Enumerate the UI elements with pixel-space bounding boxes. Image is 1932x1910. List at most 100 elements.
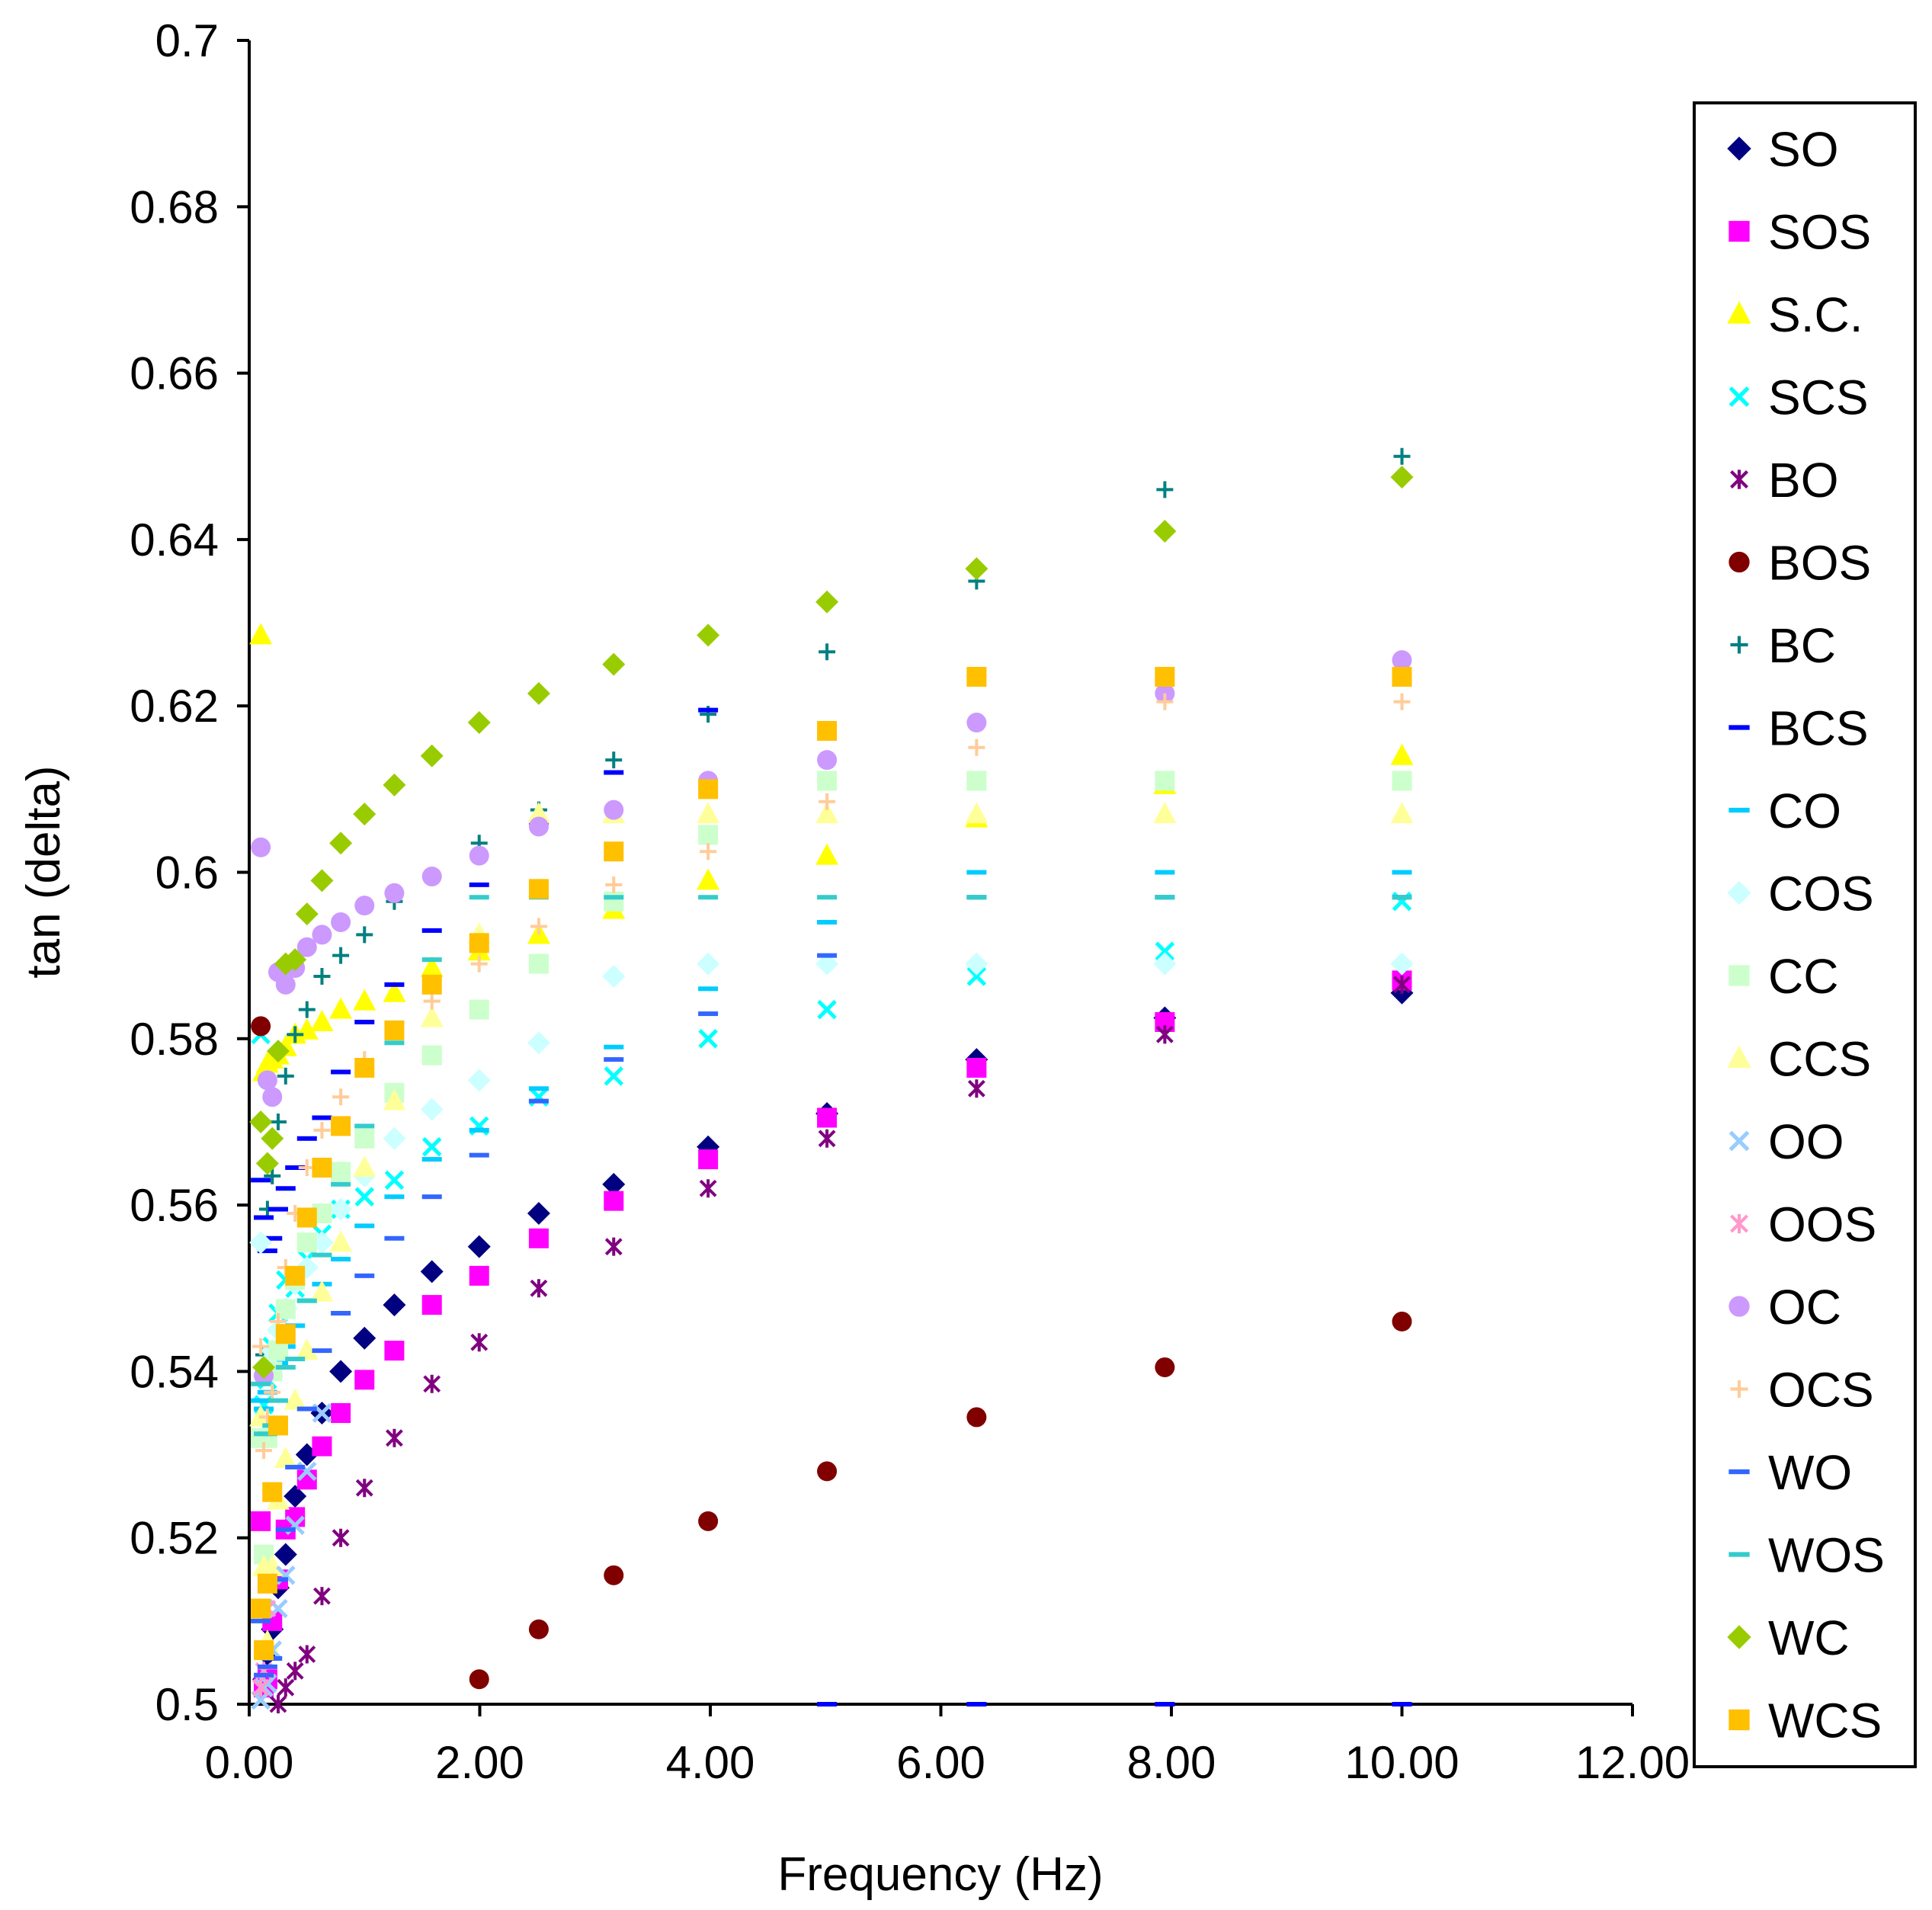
data-point bbox=[275, 1324, 296, 1344]
data-point bbox=[604, 1565, 624, 1585]
data-point bbox=[332, 1088, 350, 1106]
data-point bbox=[527, 1031, 550, 1055]
data-point bbox=[353, 803, 376, 826]
series-cos bbox=[249, 952, 1414, 1387]
data-point bbox=[331, 1181, 351, 1187]
data-point bbox=[604, 1237, 623, 1256]
data-point bbox=[384, 1235, 405, 1241]
data-point bbox=[1392, 650, 1412, 671]
data-point bbox=[384, 1170, 405, 1191]
data-point bbox=[530, 1279, 548, 1298]
data-point bbox=[698, 1029, 718, 1049]
data-point bbox=[698, 1149, 719, 1170]
data-point bbox=[420, 1260, 444, 1283]
legend-marker bbox=[1729, 551, 1750, 573]
legend-item: WOS bbox=[1729, 1528, 1885, 1583]
series-bcs bbox=[251, 707, 1412, 1707]
data-point bbox=[965, 952, 988, 976]
data-point bbox=[1155, 870, 1175, 875]
data-point bbox=[354, 1273, 375, 1278]
legend-label: CC bbox=[1768, 949, 1838, 1004]
data-point bbox=[312, 1252, 332, 1258]
data-point bbox=[254, 1215, 274, 1220]
data-point bbox=[966, 1058, 987, 1078]
data-point bbox=[1393, 975, 1411, 994]
axes bbox=[248, 40, 1632, 1706]
data-point bbox=[698, 1011, 719, 1017]
legend-marker bbox=[1727, 1625, 1751, 1649]
data-point bbox=[469, 999, 489, 1020]
data-point bbox=[966, 1407, 987, 1428]
data-point bbox=[817, 895, 838, 900]
data-point bbox=[528, 1098, 549, 1104]
data-point bbox=[257, 1070, 277, 1091]
data-point bbox=[697, 868, 720, 890]
legend-marker bbox=[1729, 386, 1750, 407]
data-point bbox=[331, 1257, 351, 1262]
data-point bbox=[262, 1087, 283, 1107]
plot-points bbox=[249, 447, 1414, 1713]
y-tick-label: 0.7 bbox=[155, 15, 219, 66]
legend-label: WCS bbox=[1768, 1694, 1882, 1748]
data-point bbox=[353, 989, 376, 1011]
data-point bbox=[384, 1040, 405, 1046]
data-point bbox=[1390, 802, 1414, 824]
data-point bbox=[275, 1527, 296, 1532]
data-point bbox=[469, 1265, 489, 1286]
data-point bbox=[254, 1640, 274, 1661]
data-point bbox=[819, 793, 836, 810]
data-point bbox=[698, 1511, 719, 1531]
data-point bbox=[384, 883, 405, 903]
data-point bbox=[817, 750, 838, 771]
data-point bbox=[384, 1194, 405, 1200]
legend-label: OOS bbox=[1768, 1197, 1876, 1252]
x-tick-label: 10.00 bbox=[1344, 1737, 1459, 1788]
data-point bbox=[700, 843, 717, 860]
data-point bbox=[329, 832, 353, 855]
legend-label: WOS bbox=[1768, 1528, 1885, 1583]
data-point bbox=[528, 1619, 549, 1639]
data-point bbox=[262, 1482, 283, 1502]
data-point bbox=[420, 744, 444, 768]
data-point bbox=[251, 1618, 271, 1623]
data-point bbox=[331, 1402, 351, 1423]
data-point bbox=[312, 1348, 332, 1354]
data-point bbox=[251, 1598, 271, 1619]
legend-marker bbox=[1729, 725, 1750, 730]
data-point bbox=[1153, 802, 1177, 824]
data-point bbox=[354, 1058, 375, 1078]
data-point bbox=[1155, 666, 1175, 687]
data-point bbox=[423, 1374, 441, 1393]
data-point bbox=[269, 1695, 287, 1713]
data-point bbox=[298, 1645, 316, 1664]
legend-box bbox=[1693, 101, 1917, 1768]
data-point bbox=[383, 773, 406, 796]
legend-marker bbox=[1729, 1469, 1750, 1475]
data-point bbox=[966, 713, 987, 733]
legend-label: SCS bbox=[1768, 370, 1869, 425]
data-point bbox=[284, 1485, 307, 1508]
data-point bbox=[384, 1341, 405, 1361]
legend-item: SO bbox=[1727, 122, 1838, 177]
data-point bbox=[421, 1045, 442, 1066]
y-tick-label: 0.62 bbox=[130, 681, 219, 732]
data-point bbox=[421, 1136, 442, 1157]
data-point bbox=[1392, 1311, 1412, 1332]
data-point bbox=[602, 652, 626, 676]
data-point bbox=[966, 870, 987, 875]
data-point bbox=[469, 1127, 489, 1133]
legend-item: CCS bbox=[1727, 1032, 1871, 1087]
x-tick-label: 6.00 bbox=[896, 1737, 985, 1788]
legend-item: WC bbox=[1727, 1610, 1850, 1665]
legend: SO SOS S.C. SCS BO BOS BC BCS CO COS CC CCS OO OOS OC O… bbox=[1693, 101, 1917, 1768]
data-point bbox=[274, 1543, 297, 1566]
y-tick-label: 0.54 bbox=[130, 1346, 219, 1397]
data-point bbox=[313, 1121, 331, 1139]
data-point bbox=[817, 720, 838, 741]
data-point bbox=[252, 1678, 270, 1697]
legend-label: SO bbox=[1768, 122, 1838, 177]
legend-label: WO bbox=[1768, 1445, 1852, 1500]
legend-item: BO bbox=[1730, 453, 1838, 508]
legend-item: SCS bbox=[1729, 370, 1869, 425]
